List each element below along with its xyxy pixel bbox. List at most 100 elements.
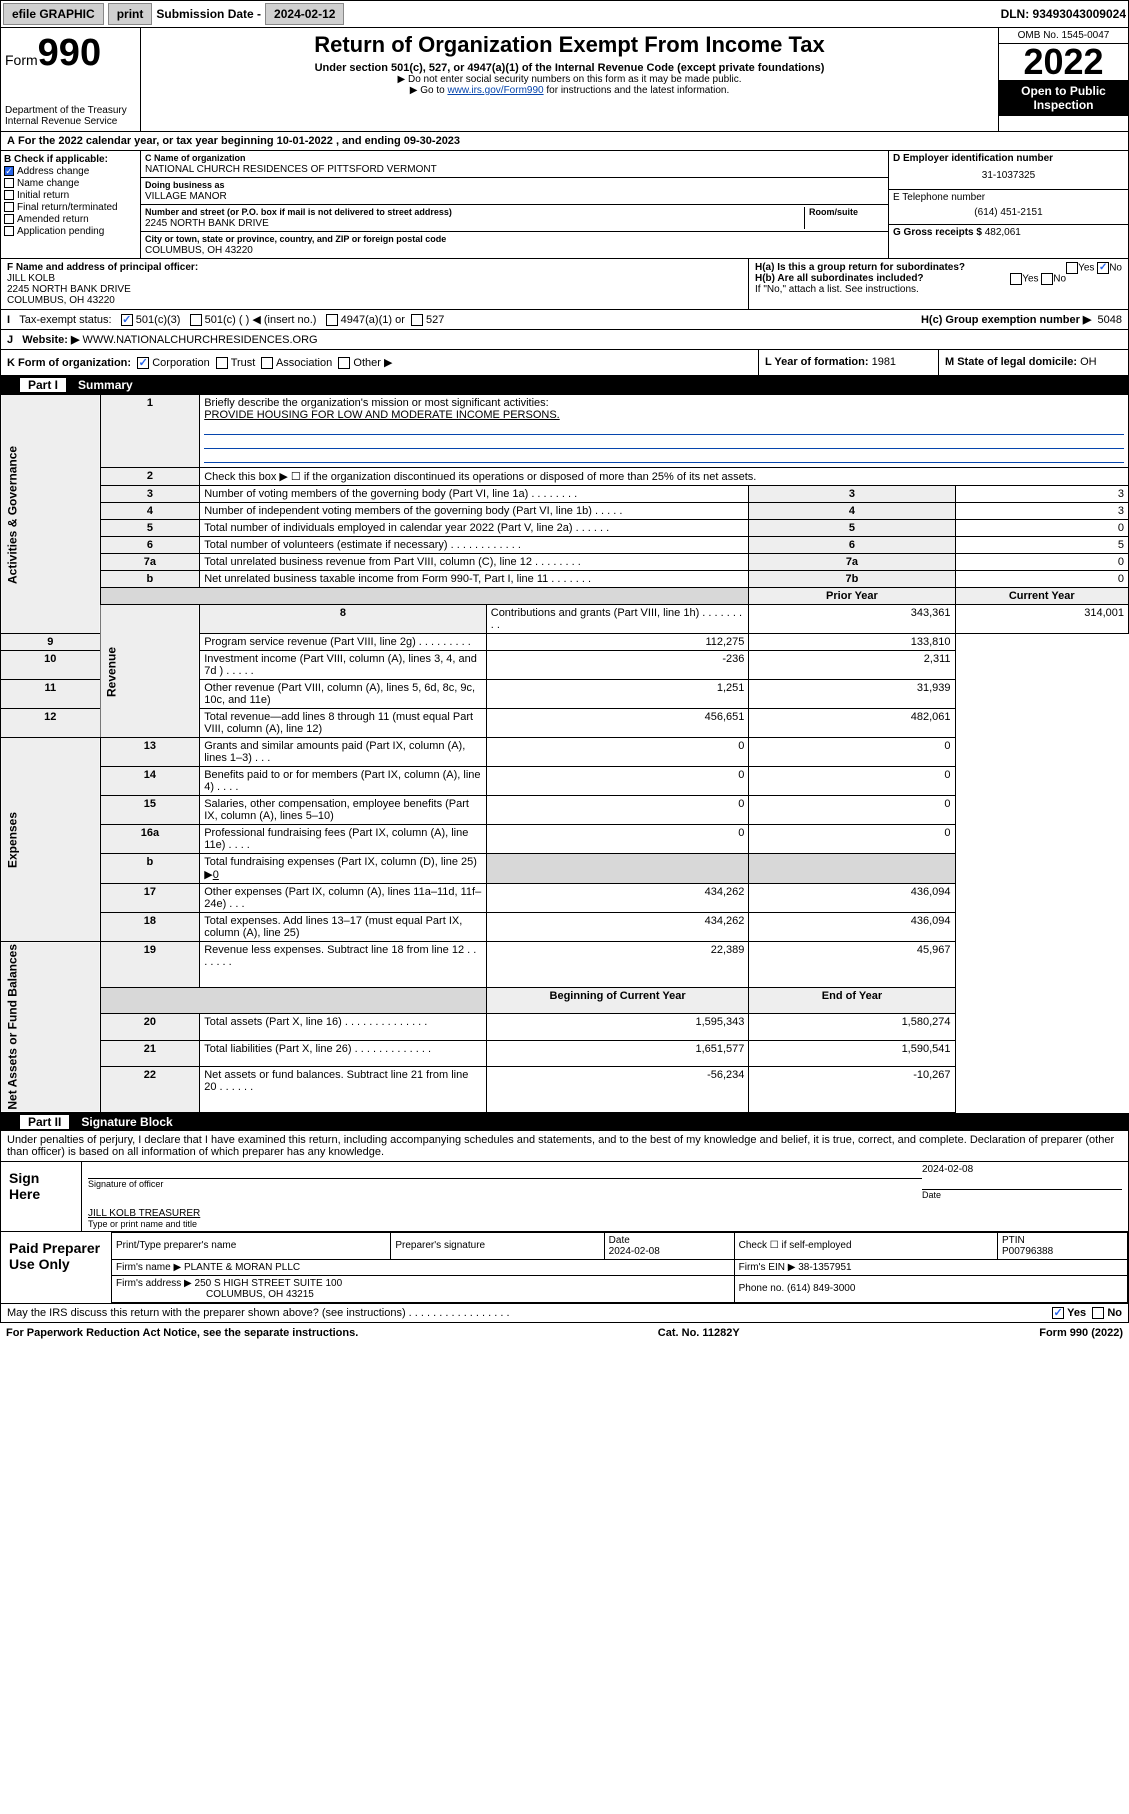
submission-date: 2024-02-12	[265, 3, 344, 25]
chk-amended[interactable]: Amended return	[4, 214, 137, 225]
chk-corp[interactable]	[137, 357, 149, 369]
cat-no: Cat. No. 11282Y	[658, 1327, 740, 1339]
b-header: B Check if applicable:	[4, 154, 108, 165]
discuss-row: May the IRS discuss this return with the…	[0, 1304, 1129, 1323]
v5: 0	[955, 520, 1129, 537]
sec-revenue: Revenue	[100, 605, 200, 738]
v3: 3	[955, 486, 1129, 503]
form-subtitle: Under section 501(c), 527, or 4947(a)(1)…	[145, 62, 994, 74]
mission: PROVIDE HOUSING FOR LOW AND MODERATE INC…	[204, 409, 560, 421]
print-btn[interactable]: print	[108, 3, 153, 25]
sec-activities: Activities & Governance	[1, 395, 101, 634]
irs-link[interactable]: www.irs.gov/Form990	[447, 85, 543, 96]
discuss-no[interactable]	[1092, 1307, 1104, 1319]
eoy-hdr: End of Year	[749, 987, 955, 1014]
l16a: Professional fundraising fees (Part IX, …	[200, 825, 487, 854]
summary-table: Activities & Governance 1 Briefly descri…	[0, 394, 1129, 1113]
chk-initial[interactable]: Initial return	[4, 190, 137, 201]
chk-4947[interactable]	[326, 314, 338, 326]
l8: Contributions and grants (Part VIII, lin…	[486, 605, 749, 634]
l5: Total number of individuals employed in …	[200, 520, 749, 537]
chk-address[interactable]: Address change	[4, 166, 137, 177]
note-ssn: ▶ Do not enter social security numbers o…	[145, 74, 994, 85]
org-name: NATIONAL CHURCH RESIDENCES OF PITTSFORD …	[145, 164, 437, 175]
prior-hdr: Prior Year	[749, 588, 955, 605]
chk-527[interactable]	[411, 314, 423, 326]
l9: Program service revenue (Part VIII, line…	[200, 634, 487, 651]
part-i-header: Part ISummary	[0, 376, 1129, 394]
chk-trust[interactable]	[216, 357, 228, 369]
hc-label: H(c) Group exemption number ▶	[921, 314, 1091, 326]
v7a: 0	[955, 554, 1129, 571]
org-info-block: B Check if applicable: Address change Na…	[0, 151, 1129, 259]
chk-501c[interactable]	[190, 314, 202, 326]
gross-receipts: 482,061	[985, 227, 1021, 238]
line-j: J Website: ▶ WWW.NATIONALCHURCHRESIDENCE…	[0, 330, 1129, 350]
hb-note: If "No," attach a list. See instructions…	[755, 284, 1122, 295]
website: WWW.NATIONALCHURCHRESIDENCES.ORG	[83, 334, 318, 346]
hb-label: H(b) Are all subordinates included?	[755, 273, 924, 284]
l2: Check this box ▶ ☐ if the organization d…	[200, 468, 1129, 486]
city-label: City or town, state or province, country…	[145, 234, 446, 244]
officer-addr2: COLUMBUS, OH 43220	[7, 295, 115, 306]
hc-val: 5048	[1098, 314, 1122, 326]
tax-year: 2022	[999, 44, 1128, 80]
chk-other[interactable]	[338, 357, 350, 369]
part-ii-header: Part IISignature Block	[0, 1113, 1129, 1131]
l4: Number of independent voting members of …	[200, 503, 749, 520]
officer-name: JILL KOLB	[7, 273, 55, 284]
chk-501c3[interactable]	[121, 314, 133, 326]
typed-name: JILL KOLB TREASURER	[88, 1208, 200, 1219]
chk-final[interactable]: Final return/terminated	[4, 202, 137, 213]
l19: Revenue less expenses. Subtract line 18 …	[200, 942, 487, 987]
firm-city: COLUMBUS, OH 43215	[206, 1289, 314, 1300]
officer-addr1: 2245 NORTH BANK DRIVE	[7, 284, 131, 295]
chk-assoc[interactable]	[261, 357, 273, 369]
preparer-block: Paid Preparer Use Only Print/Type prepar…	[0, 1232, 1129, 1304]
l3: Number of voting members of the governin…	[200, 486, 749, 503]
city: COLUMBUS, OH 43220	[145, 245, 253, 256]
ha-label: H(a) Is this a group return for subordin…	[755, 262, 965, 273]
street-label: Number and street (or P.O. box if mail i…	[145, 207, 452, 217]
firm-ein: 38-1357951	[798, 1262, 851, 1273]
dept-label: Department of the Treasury Internal Reve…	[5, 105, 136, 127]
l14: Benefits paid to or for members (Part IX…	[200, 767, 487, 796]
chk-name[interactable]: Name change	[4, 178, 137, 189]
discuss-yes[interactable]	[1052, 1307, 1064, 1319]
line-a-taxyear: A For the 2022 calendar year, or tax yea…	[0, 132, 1129, 151]
g-gross-label: G Gross receipts $	[893, 227, 982, 238]
form-header: Form990 Department of the Treasury Inter…	[0, 28, 1129, 132]
dba-label: Doing business as	[145, 180, 225, 190]
l22: Net assets or fund balances. Subtract li…	[200, 1067, 487, 1112]
l12: Total revenue—add lines 8 through 11 (mu…	[200, 709, 487, 738]
l18: Total expenses. Add lines 13–17 (must eq…	[200, 913, 487, 942]
dba-name: VILLAGE MANOR	[145, 191, 227, 202]
efile-btn[interactable]: efile GRAPHIC	[3, 3, 104, 25]
line-i: I Tax-exempt status: 501(c)(3) 501(c) ( …	[0, 310, 1129, 330]
l6: Total number of volunteers (estimate if …	[200, 537, 749, 554]
paid-preparer-label: Paid Preparer Use Only	[1, 1232, 111, 1303]
topbar: efile GRAPHIC print Submission Date - 20…	[0, 0, 1129, 28]
sec-expenses: Expenses	[1, 738, 101, 942]
e-phone-label: E Telephone number	[893, 192, 985, 203]
l20: Total assets (Part X, line 16) . . . . .…	[200, 1014, 487, 1041]
curr-hdr: Current Year	[955, 588, 1129, 605]
v7b: 0	[955, 571, 1129, 588]
firm-phone: (614) 849-3000	[787, 1283, 855, 1294]
l13: Grants and similar amounts paid (Part IX…	[200, 738, 487, 767]
l10: Investment income (Part VIII, column (A)…	[200, 651, 487, 680]
v4: 3	[955, 503, 1129, 520]
footer: For Paperwork Reduction Act Notice, see …	[0, 1323, 1129, 1343]
l17: Other expenses (Part IX, column (A), lin…	[200, 884, 487, 913]
v6: 5	[955, 537, 1129, 554]
form-ref: Form 990 (2022)	[1039, 1327, 1123, 1339]
signature-block: Sign Here Signature of officer2024-02-08…	[0, 1162, 1129, 1232]
declaration: Under penalties of perjury, I declare th…	[0, 1131, 1129, 1162]
self-employed: Check ☐ if self-employed	[734, 1232, 997, 1259]
chk-pending[interactable]: Application pending	[4, 226, 137, 237]
year-formation: 1981	[872, 356, 896, 368]
l1: Briefly describe the organization's miss…	[204, 397, 548, 409]
sec-netassets: Net Assets or Fund Balances	[1, 942, 101, 1113]
l11: Other revenue (Part VIII, column (A), li…	[200, 680, 487, 709]
form-title: Return of Organization Exempt From Incom…	[145, 32, 994, 58]
